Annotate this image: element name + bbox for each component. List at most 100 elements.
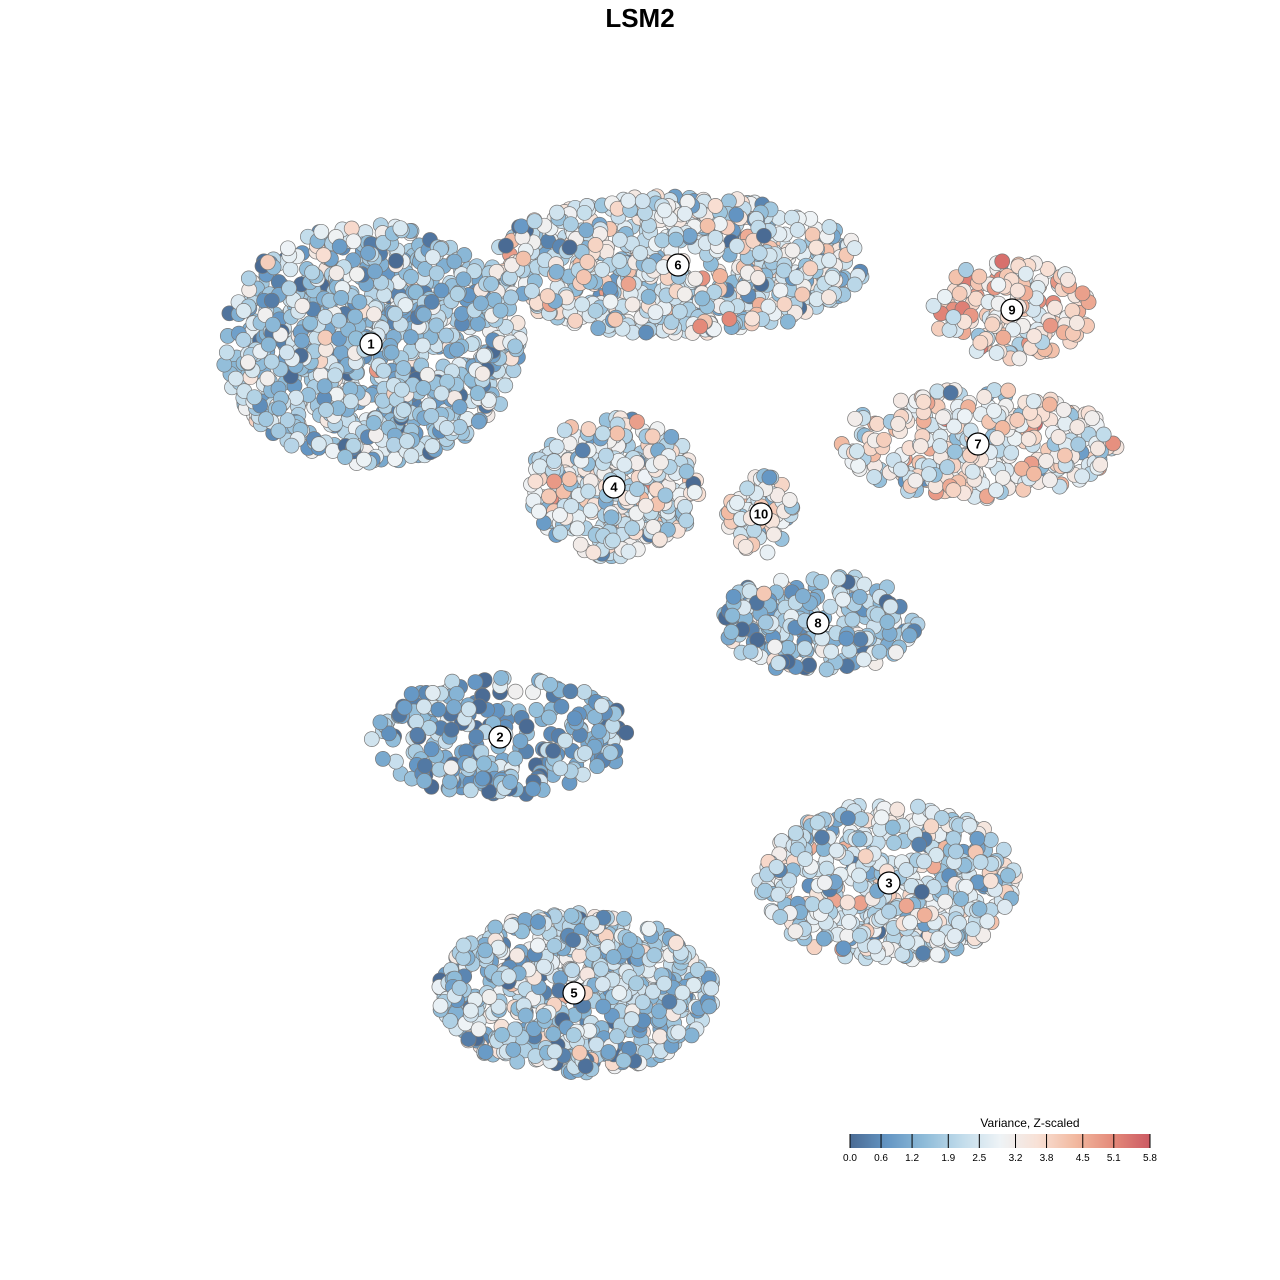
data-point <box>530 937 546 954</box>
data-point <box>500 968 517 985</box>
data-point <box>620 192 637 209</box>
data-point <box>587 237 604 253</box>
cluster-label-text: 3 <box>885 876 892 891</box>
data-point <box>723 624 740 640</box>
data-point <box>531 503 547 520</box>
data-point <box>316 378 333 395</box>
data-point <box>969 830 986 847</box>
cluster-label-6: 6 <box>666 253 690 277</box>
data-point <box>780 313 796 330</box>
data-point <box>530 914 546 930</box>
data-point <box>565 1027 582 1043</box>
data-point <box>990 276 1007 293</box>
cluster-label-text: 8 <box>814 616 821 631</box>
data-point <box>438 327 455 344</box>
data-point <box>621 931 638 948</box>
data-point <box>567 312 584 329</box>
data-point <box>901 627 918 644</box>
data-point <box>937 893 954 910</box>
data-point <box>744 310 761 327</box>
data-point <box>759 544 776 561</box>
data-point <box>852 631 869 648</box>
data-point <box>1009 282 1026 299</box>
data-point <box>802 260 819 277</box>
data-point <box>912 438 929 454</box>
data-point <box>417 757 433 774</box>
data-point <box>403 448 420 464</box>
data-point <box>797 851 813 867</box>
data-point <box>258 411 274 428</box>
data-point <box>756 227 772 244</box>
data-point <box>835 940 852 957</box>
data-point <box>564 962 581 978</box>
data-point <box>768 859 785 875</box>
cluster-label-text: 6 <box>674 258 681 273</box>
data-point <box>492 302 509 319</box>
data-point <box>804 896 821 912</box>
data-point <box>365 415 382 431</box>
data-point <box>882 598 899 615</box>
data-point <box>795 588 811 604</box>
data-point <box>692 318 709 335</box>
data-point <box>607 311 624 328</box>
data-point <box>428 265 445 282</box>
data-point <box>282 261 299 278</box>
cluster-label-text: 7 <box>974 437 981 452</box>
data-point <box>598 447 614 464</box>
data-point <box>438 420 455 436</box>
data-point <box>712 268 728 284</box>
data-point <box>545 742 561 759</box>
data-point <box>951 285 968 302</box>
data-point <box>246 389 263 406</box>
data-point <box>455 937 472 954</box>
data-point <box>611 985 628 1001</box>
data-point <box>796 640 813 657</box>
legend-colorbar <box>850 1134 1150 1148</box>
data-point <box>770 886 787 903</box>
data-point <box>546 453 562 469</box>
data-point <box>916 853 932 870</box>
data-point <box>1050 429 1067 445</box>
data-point <box>594 261 611 278</box>
data-point <box>577 1058 594 1075</box>
data-point <box>571 947 588 964</box>
data-point <box>525 781 541 797</box>
data-point <box>668 935 685 951</box>
data-point <box>574 296 591 313</box>
data-point <box>766 526 782 543</box>
data-point <box>611 231 628 248</box>
data-point <box>866 469 883 485</box>
data-point <box>647 304 664 321</box>
data-point <box>1074 285 1091 302</box>
data-point <box>824 269 841 286</box>
data-point <box>281 280 297 297</box>
cluster-label-7: 7 <box>966 432 990 456</box>
data-point <box>703 980 720 997</box>
legend-tick-label: 5.1 <box>1107 1153 1121 1164</box>
data-point <box>576 204 593 221</box>
data-point <box>470 315 486 332</box>
data-point <box>620 543 637 560</box>
data-point <box>1074 468 1090 485</box>
data-point <box>403 269 419 285</box>
data-point <box>474 770 491 787</box>
cluster-label-3: 3 <box>877 871 901 895</box>
data-point <box>676 286 693 303</box>
data-point <box>580 421 597 437</box>
data-point <box>871 643 888 660</box>
data-point <box>728 206 745 223</box>
data-point <box>953 891 969 907</box>
data-point <box>423 408 440 424</box>
data-point <box>801 657 817 674</box>
data-point <box>994 253 1011 270</box>
data-point <box>899 934 916 950</box>
data-point <box>546 1043 563 1060</box>
data-point <box>972 854 989 870</box>
data-point <box>772 909 789 925</box>
data-point <box>634 193 651 209</box>
data-point <box>442 773 458 790</box>
data-point <box>462 757 478 773</box>
data-point <box>1057 447 1073 464</box>
data-point <box>356 451 372 468</box>
